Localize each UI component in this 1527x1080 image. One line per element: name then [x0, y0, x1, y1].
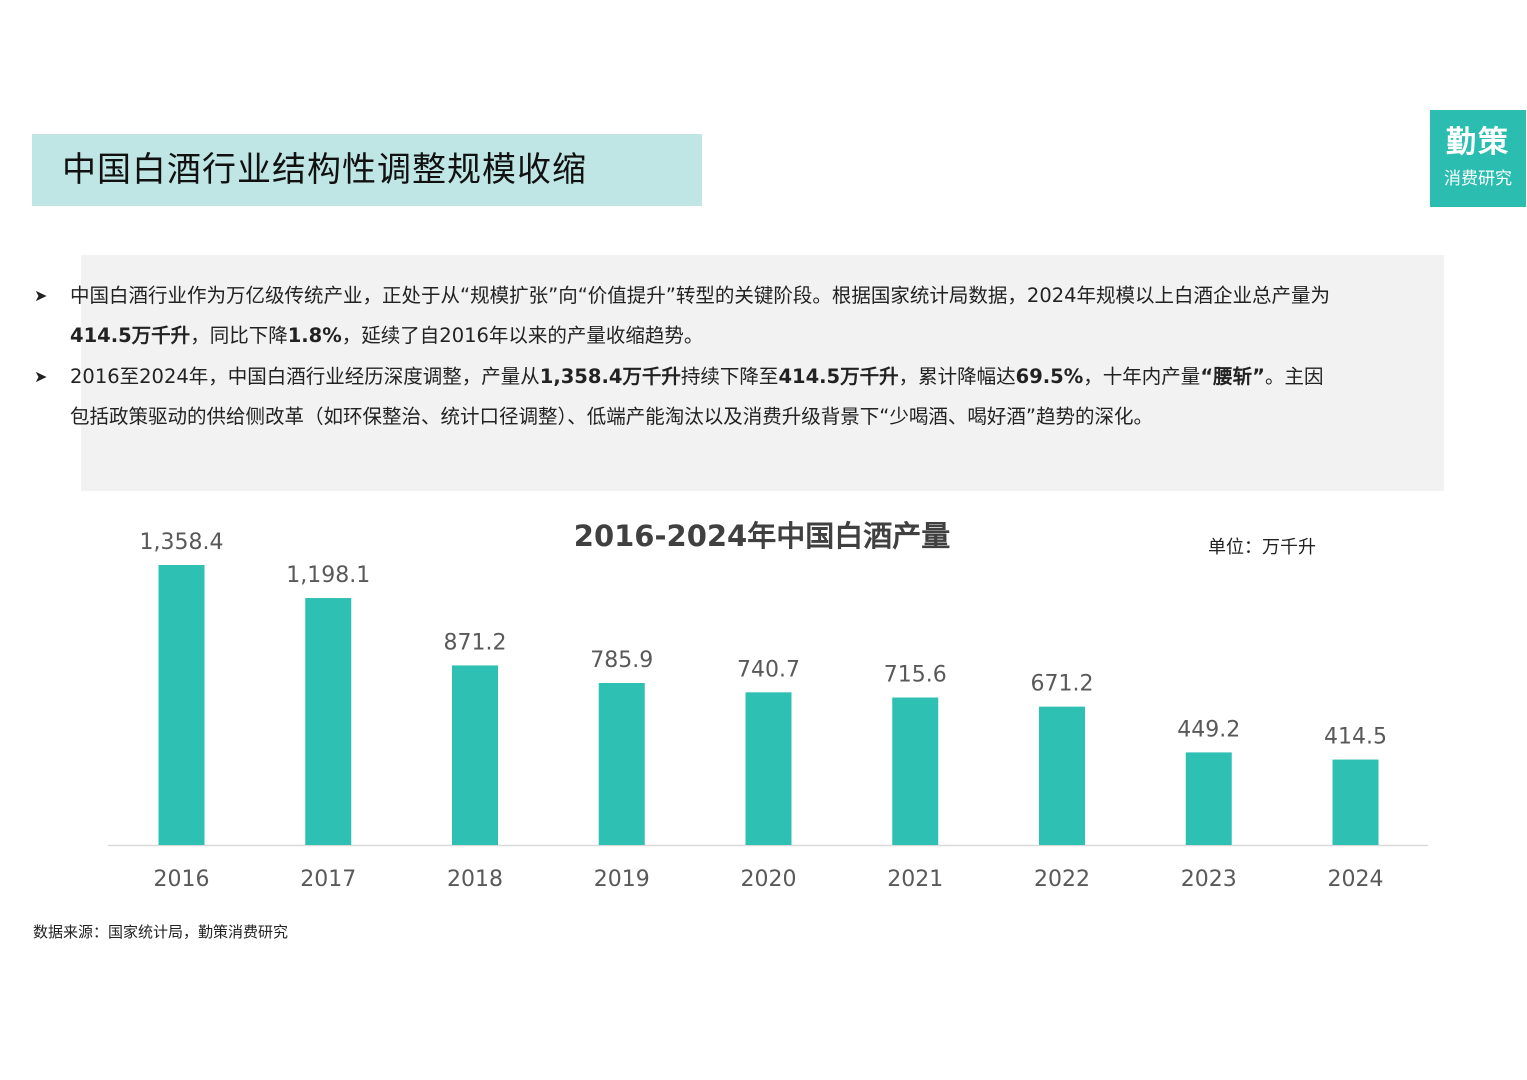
logo-sub-text: 消费研究: [1444, 169, 1512, 189]
summary-panel: [81, 255, 1444, 491]
x-tick-label-2023: 2023: [1181, 867, 1237, 892]
bar-2021: [892, 697, 939, 845]
x-tick-label-2018: 2018: [447, 867, 503, 892]
bullet-2-segment-3: 持续下降至: [680, 365, 779, 388]
bullet-2-segment-7: ，十年内产量: [1083, 365, 1201, 388]
data-label-2017: 1,198.1: [286, 563, 370, 588]
arrow-bullet-icon: ➤: [34, 367, 48, 386]
data-label-2016: 1,358.4: [140, 530, 224, 555]
bullet-1-segment-5: ，延续了自2016年以来的产量收缩趋势。: [341, 324, 704, 347]
bullet-2-segment-1: 2016至2024年，中国白酒行业经历深度调整，产量从: [70, 365, 540, 388]
bar-2017: [305, 598, 352, 845]
data-label-2021: 715.6: [884, 662, 947, 687]
summary-bullet-2-text: 2016至2024年，中国白酒行业经历深度调整，产量从1,358.4万千升持续下…: [70, 357, 1332, 437]
bars-group: 1,358.4 2016 1,198.1 2017 871.2 2018 785.9 2019…: [140, 530, 1387, 892]
x-tick-label-2021: 2021: [887, 867, 943, 892]
bullet-2-segment-2: 1,358.4万千升: [539, 365, 681, 388]
summary-bullet-1-text: 中国白酒行业作为万亿级传统产业，正处于从“规模扩张”向“价值提升”转型的关键阶段…: [70, 276, 1332, 356]
bullet-1-segment-4: 1.8%: [287, 324, 342, 347]
chart-unit-label: 单位：万千升: [1208, 537, 1316, 558]
data-label-2019: 785.9: [590, 648, 653, 673]
data-source-note: 数据来源：国家统计局，勤策消费研究: [33, 923, 289, 941]
bar-2020: [745, 692, 792, 845]
page-title: 中国白酒行业结构性调整规模收缩: [62, 150, 587, 190]
chart-title: 2016-2024年中国白酒产量: [574, 519, 950, 553]
x-tick-label-2020: 2020: [741, 867, 797, 892]
bar-2016: [158, 565, 205, 845]
brand-logo: 勤策 消费研究: [1430, 110, 1526, 207]
bar-2018: [452, 665, 498, 845]
data-label-2022: 671.2: [1031, 672, 1094, 697]
arrow-bullet-icon: ➤: [34, 286, 48, 305]
x-tick-label-2017: 2017: [300, 867, 356, 892]
x-tick-label-2022: 2022: [1034, 867, 1090, 892]
bullet-2-segment-4: 414.5万千升: [778, 365, 899, 388]
bullet-1-segment-3: ，同比下降: [190, 324, 288, 347]
data-label-2024: 414.5: [1324, 725, 1387, 750]
x-tick-label-2019: 2019: [594, 867, 650, 892]
bullet-1-segment-2: 414.5万千升: [70, 324, 191, 347]
x-tick-label-2016: 2016: [154, 867, 210, 892]
logo-main-text: 勤策: [1446, 125, 1510, 160]
data-label-2018: 871.2: [444, 630, 507, 655]
bar-2022: [1039, 706, 1085, 845]
bullet-1-segment-1: 中国白酒行业作为万亿级传统产业，正处于从“规模扩张”向“价值提升”转型的关键阶段…: [70, 284, 1331, 307]
summary-bullet-2: ➤ 2016至2024年，中国白酒行业经历深度调整，产量从1,358.4万千升持…: [32, 357, 1332, 437]
data-label-2020: 740.7: [737, 657, 800, 682]
bar-2023: [1185, 752, 1232, 845]
bullet-2-segment-6: 69.5%: [1015, 365, 1084, 388]
bar-2019: [598, 683, 645, 845]
bar-2024: [1332, 759, 1379, 845]
title-banner: 中国白酒行业结构性调整规模收缩: [32, 134, 702, 206]
summary-bullet-1: ➤ 中国白酒行业作为万亿级传统产业，正处于从“规模扩张”向“价值提升”转型的关键…: [32, 276, 1332, 356]
bullet-2-segment-8: “腰斩”: [1200, 365, 1265, 388]
bullet-2-segment-5: ，累计降幅达: [898, 365, 1016, 388]
bullet-2-segment-9: 。主因包括政策驱动的供给侧改革（如环保整治、统计口径调整）、低端产能淘汰以及消费…: [70, 365, 1324, 428]
x-tick-label-2024: 2024: [1328, 867, 1384, 892]
data-label-2023: 449.2: [1177, 717, 1240, 742]
